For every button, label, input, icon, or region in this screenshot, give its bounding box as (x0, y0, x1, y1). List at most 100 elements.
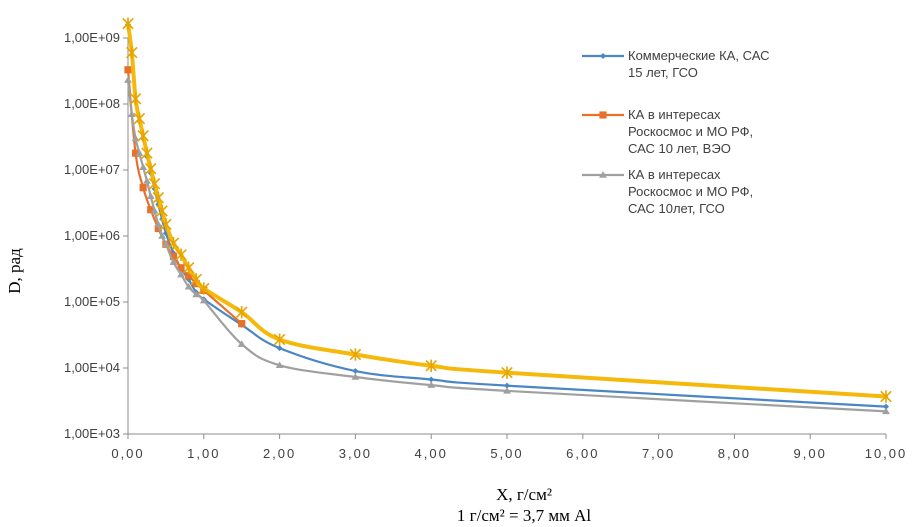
data-point-square (177, 264, 185, 272)
y-tick-label: 1,00E+05 (64, 294, 120, 309)
data-point-triangle (127, 110, 136, 117)
y-tick-label: 1,00E+08 (64, 96, 120, 111)
data-point-square (185, 272, 193, 280)
x-tick-label: 7,00 (642, 446, 675, 461)
data-point-star (501, 366, 513, 379)
legend-entry-3: КА в интересах Роскосмос и МО РФ, САС 10ле… (582, 167, 753, 216)
data-point-triangle (124, 76, 132, 83)
data-point-triangle (275, 361, 284, 368)
legend-label: САС 10 лет, ВЭО (628, 141, 731, 156)
series-group (122, 17, 892, 415)
data-point-triangle (135, 149, 144, 156)
data-point-star (152, 191, 165, 204)
legend-entry-2: КА в интересах Роскосмос и МО РФ, САС 10 л… (582, 107, 753, 156)
legend-entry-1: Коммерческие КА, САС 15 лет, ГСО (582, 48, 770, 80)
data-point-star (167, 236, 180, 250)
data-point-triangle (154, 220, 163, 228)
data-point-square (139, 184, 147, 192)
series-3 (124, 76, 890, 415)
series-2 (124, 66, 246, 328)
data-point-star (190, 273, 202, 286)
y-axis-ticks: 1,00E+03 1,00E+04 1,00E+05 1,00E+06 1,00E+07… (64, 30, 128, 441)
y-tick-label: 1,00E+03 (64, 426, 120, 441)
x-tick-label: 5,00 (490, 446, 523, 461)
data-point-triangle (427, 381, 436, 388)
x-tick-label: 3,00 (339, 446, 372, 461)
data-point-triangle (143, 177, 151, 184)
legend-label: 15 лет, ГСО (628, 65, 698, 80)
y-tick-label: 1,00E+06 (64, 228, 120, 243)
data-point-triangle (882, 407, 890, 415)
x-tick-label: 4,00 (415, 446, 448, 461)
series-4 (122, 17, 892, 403)
data-point-star (137, 129, 149, 142)
data-point-star (141, 146, 153, 160)
legend-label: КА в интересах (628, 167, 721, 182)
y-axis-label: D, рад (5, 248, 24, 294)
data-point-triangle (192, 290, 201, 298)
data-point-diamond (504, 382, 510, 389)
data-point-triangle (177, 270, 185, 278)
x-axis-note: 1 г/см² = 3,7 мм Al (457, 506, 591, 525)
data-point-square (147, 206, 155, 214)
x-tick-label: 8,00 (718, 446, 751, 461)
data-point-star (148, 177, 161, 190)
data-point-triangle (139, 163, 148, 170)
series-1 (125, 21, 889, 410)
data-point-square (599, 111, 607, 119)
data-point-star (198, 282, 210, 295)
data-point-square (131, 149, 140, 157)
legend: Коммерческие КА, САС 15 лет, ГСО КА в инте… (582, 48, 770, 216)
legend-label: Роскосмос и МО РФ, (628, 184, 753, 199)
data-point-triangle (158, 232, 167, 239)
data-point-star (235, 306, 248, 319)
x-tick-label: 2,00 (263, 446, 296, 461)
y-tick-label: 1,00E+07 (64, 162, 120, 177)
data-point-star (122, 17, 134, 30)
legend-label: КА в интересах (628, 107, 721, 122)
x-tick-label: 10,00 (865, 446, 908, 461)
data-point-star (880, 390, 892, 403)
x-axis-label: X, г/см² (496, 485, 552, 504)
data-point-triangle (237, 340, 246, 347)
data-point-square (154, 224, 162, 233)
data-point-diamond (428, 376, 435, 383)
y-tick-label: 1,00E+09 (64, 30, 120, 45)
legend-label: Коммерческие КА, САС (628, 48, 770, 63)
data-point-star (144, 162, 157, 175)
series-line-1 (126, 23, 888, 408)
data-point-star (425, 359, 437, 372)
data-point-square (124, 66, 132, 74)
data-point-triangle (599, 171, 607, 178)
data-point-triangle (162, 240, 170, 247)
data-point-star (133, 112, 146, 125)
data-point-diamond (883, 403, 889, 410)
data-point-triangle (169, 258, 178, 265)
data-point-square (238, 320, 246, 328)
series-line-3 (126, 79, 888, 413)
x-tick-label: 9,00 (794, 446, 827, 461)
data-point-star (175, 248, 187, 261)
data-point-star (349, 348, 362, 361)
data-point-triangle (150, 207, 159, 214)
x-tick-label: 1,00 (187, 446, 220, 461)
legend-label: САС 10лет, ГСО (628, 201, 725, 216)
data-point-star (273, 333, 286, 346)
data-point-star (126, 46, 138, 59)
x-tick-label: 6,00 (566, 446, 599, 461)
x-tick-label: 0,00 (111, 446, 144, 461)
data-point-star (160, 218, 172, 231)
data-point-triangle (184, 282, 193, 290)
data-point-triangle (131, 134, 140, 142)
data-point-star (129, 92, 142, 105)
series-line-2 (126, 68, 243, 325)
data-point-triangle (146, 192, 155, 199)
data-point-diamond (352, 368, 359, 375)
y-tick-label: 1,00E+04 (64, 360, 120, 375)
data-point-triangle (503, 386, 511, 394)
data-point-diamond (600, 53, 606, 59)
data-point-triangle (199, 296, 208, 304)
data-point-square (169, 252, 178, 261)
data-point-diamond (276, 345, 283, 352)
data-point-star (156, 204, 168, 218)
